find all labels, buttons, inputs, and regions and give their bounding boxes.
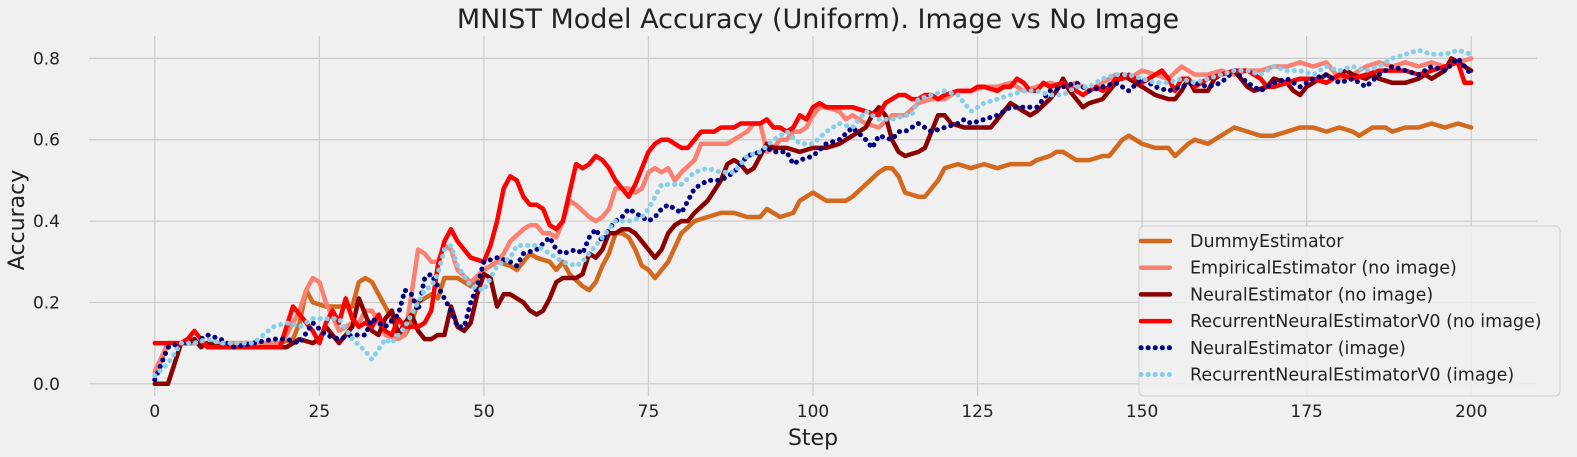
x-tick-label: 100 bbox=[797, 402, 829, 422]
series-line-4 bbox=[152, 55, 1474, 383]
series-line-5 bbox=[152, 47, 1474, 379]
legend-label: DummyEstimator bbox=[1190, 232, 1344, 252]
x-tick-labels: 0 25 50 75 100 125 150 175 200 bbox=[149, 402, 1487, 422]
x-tick-label: 75 bbox=[638, 402, 660, 422]
y-tick-label: 0.6 bbox=[33, 131, 60, 151]
legend-box bbox=[1138, 225, 1561, 397]
y-tick-label: 0.2 bbox=[33, 293, 60, 313]
y-tick-labels: 0.0 0.2 0.4 0.6 0.8 bbox=[33, 49, 60, 394]
x-tick-label: 125 bbox=[961, 402, 993, 422]
chart-title: MNIST Model Accuracy (Uniform). Image vs… bbox=[457, 4, 1179, 35]
legend-label: RecurrentNeuralEstimatorV0 (no image) bbox=[1190, 312, 1542, 332]
x-tick-label: 150 bbox=[1126, 402, 1158, 422]
x-tick-label: 50 bbox=[473, 402, 495, 422]
legend: DummyEstimator EmpiricalEstimator (no ima… bbox=[1138, 225, 1561, 397]
x-tick-label: 0 bbox=[149, 402, 160, 422]
legend-label: NeuralEstimator (no image) bbox=[1190, 285, 1433, 305]
y-tick-label: 0.0 bbox=[33, 375, 60, 395]
x-tick-label: 200 bbox=[1455, 402, 1487, 422]
legend-label: RecurrentNeuralEstimatorV0 (image) bbox=[1190, 366, 1514, 386]
y-tick-label: 0.4 bbox=[33, 212, 60, 232]
x-axis-label: Step bbox=[788, 426, 838, 451]
legend-label: NeuralEstimator (image) bbox=[1190, 339, 1406, 359]
series-line-1 bbox=[152, 56, 1474, 374]
series-line-3 bbox=[152, 60, 1474, 350]
x-tick-label: 25 bbox=[309, 402, 331, 422]
series-lines bbox=[152, 47, 1474, 387]
legend-label: EmpiricalEstimator (no image) bbox=[1190, 259, 1457, 279]
y-axis-label: Accuracy bbox=[5, 170, 30, 270]
y-tick-label: 0.8 bbox=[33, 49, 60, 69]
x-tick-label: 175 bbox=[1290, 402, 1322, 422]
